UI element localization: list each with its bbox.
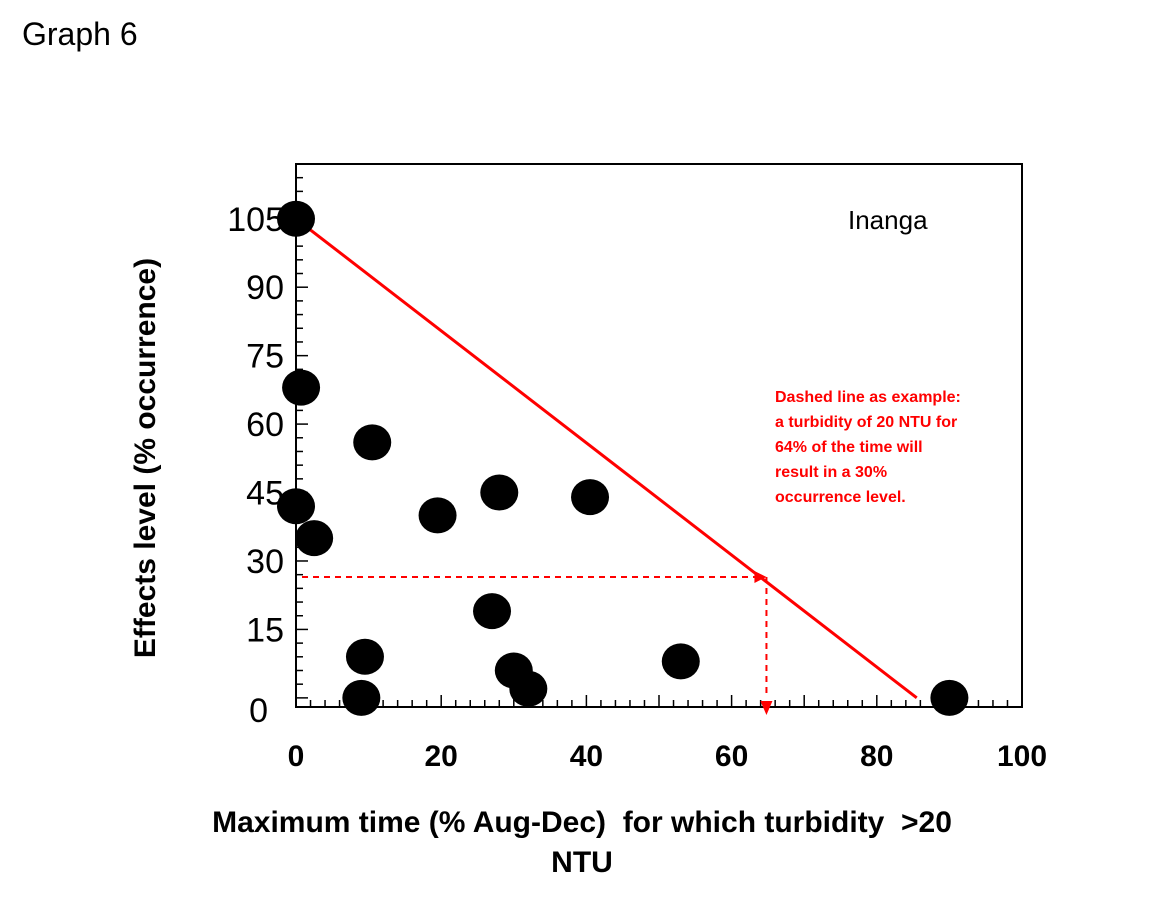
plot-frame (295, 163, 1023, 708)
data-point (345, 638, 384, 675)
data-point (295, 520, 334, 557)
data-point (342, 679, 381, 716)
note-line: 64% of the time will (775, 439, 923, 456)
x-tick-label: 100 (997, 740, 1047, 773)
example-arrowhead-right (754, 570, 767, 583)
y-tick-label: 90 (246, 269, 284, 307)
x-tick-label: 0 (288, 740, 305, 773)
data-point (277, 488, 315, 525)
y-tick-label: 75 (246, 338, 284, 376)
fit-line (295, 217, 918, 700)
data-points (277, 200, 969, 716)
x-tick-label: 40 (570, 740, 603, 773)
data-point (353, 424, 392, 461)
x-axis-title-line1: Maximum time (% Aug-Dec) for which turbi… (212, 806, 952, 839)
x-axis-title-line2: NTU (551, 846, 613, 879)
y-tick-label: 30 (246, 543, 284, 581)
data-point (571, 479, 610, 516)
x-tick-label: 80 (860, 740, 893, 773)
y-axis-title: Effects level (% occurrence) (129, 258, 162, 658)
data-point (661, 643, 700, 680)
data-point (480, 474, 519, 511)
x-tick-label: 60 (715, 740, 748, 773)
example-arrowhead-down (760, 701, 773, 715)
x-minor-ticks (295, 695, 1023, 707)
data-point (509, 670, 548, 707)
note-line: result in a 30% (775, 464, 887, 481)
data-point (277, 200, 315, 237)
inset-label-inanga: Inanga (848, 205, 928, 235)
x-tick-label: 20 (425, 740, 458, 773)
data-point (282, 369, 321, 406)
y-tick-label: 60 (246, 406, 284, 444)
data-point (930, 679, 969, 716)
example-note: Dashed line as example: a turbidity of 2… (775, 389, 961, 506)
y-tick-label: 15 (246, 611, 284, 649)
data-point (473, 593, 512, 630)
y-tick-label: 0 (249, 692, 268, 730)
note-line: a turbidity of 20 NTU for (775, 414, 957, 431)
data-point (418, 497, 457, 534)
note-line: Dashed line as example: (775, 389, 961, 406)
y-tick-label: 105 (227, 201, 284, 239)
graph-label: Graph 6 (22, 16, 138, 52)
y-minor-ticks (296, 176, 308, 699)
note-line: occurrence level. (775, 489, 906, 506)
x-tick-labels: 0 20 40 60 80 100 (288, 740, 1047, 773)
